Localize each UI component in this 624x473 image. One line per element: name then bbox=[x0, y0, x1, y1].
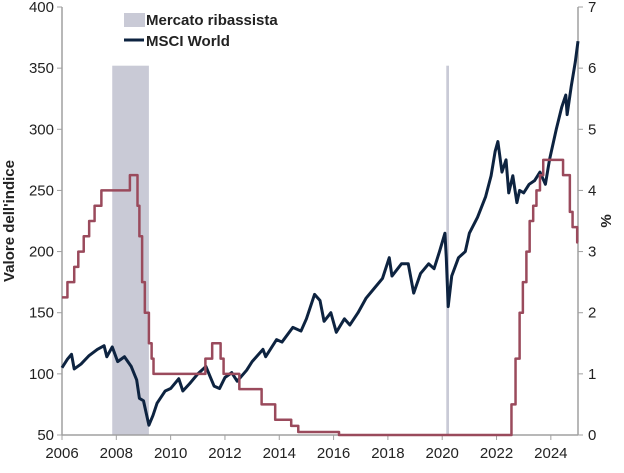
bear-market-shading bbox=[112, 66, 449, 435]
y2-axis-label: % bbox=[598, 214, 615, 227]
legend-swatch-bear bbox=[124, 13, 145, 27]
x-tick-label: 2014 bbox=[263, 445, 296, 462]
y-tick-label: 400 bbox=[29, 0, 54, 16]
x-tick-label: 2012 bbox=[208, 445, 241, 462]
x-tick-label: 2018 bbox=[371, 445, 404, 462]
x-tick-label: 2008 bbox=[100, 445, 133, 462]
y2-tick-label: 7 bbox=[588, 0, 596, 16]
y2-tick-label: 6 bbox=[588, 60, 596, 77]
y2-tick-label: 2 bbox=[588, 305, 596, 322]
y2-tick-label: 1 bbox=[588, 366, 596, 383]
x-tick-label: 2016 bbox=[317, 445, 350, 462]
x-tick-label: 2022 bbox=[480, 445, 513, 462]
legend-label-msci: MSCI World bbox=[146, 33, 230, 50]
y2-tick-label: 0 bbox=[588, 427, 596, 444]
y-tick-label: 200 bbox=[29, 244, 54, 261]
y2-tick-label: 4 bbox=[588, 182, 596, 199]
y-tick-label: 300 bbox=[29, 121, 54, 138]
x-tick-label: 2010 bbox=[154, 445, 187, 462]
x-tick-label: 2006 bbox=[45, 445, 78, 462]
y-tick-label: 100 bbox=[29, 366, 54, 383]
y2-tick-label: 3 bbox=[588, 244, 596, 261]
x-tick-label: 2024 bbox=[534, 445, 567, 462]
y-tick-label: 250 bbox=[29, 182, 54, 199]
bear-market-band-0 bbox=[112, 66, 149, 435]
y2-tick-label: 5 bbox=[588, 121, 596, 138]
legend: Mercato ribassista MSCI World bbox=[124, 12, 278, 50]
y-axis-label: Valore dell'indice bbox=[1, 160, 18, 282]
y-tick-label: 150 bbox=[29, 305, 54, 322]
x-tick-label: 2020 bbox=[426, 445, 459, 462]
y-tick-label: 350 bbox=[29, 60, 54, 77]
legend-label-bear: Mercato ribassista bbox=[146, 12, 278, 29]
y-tick-label: 50 bbox=[37, 427, 54, 444]
